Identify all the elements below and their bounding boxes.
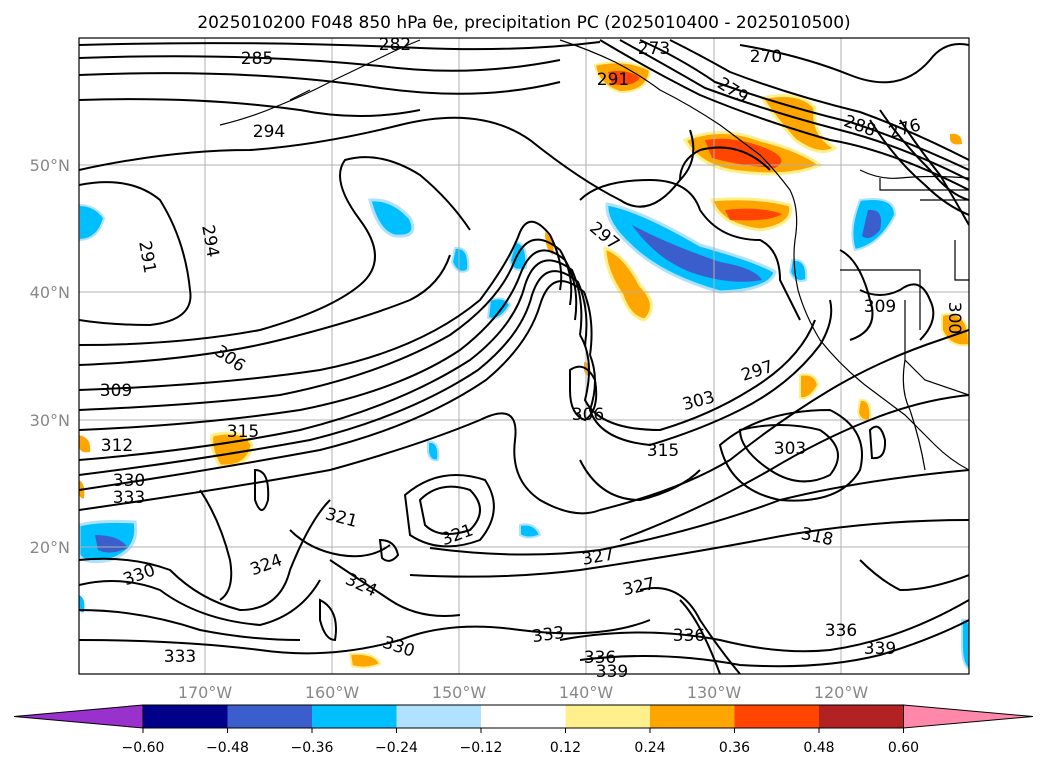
contour-label: 309 xyxy=(100,381,132,401)
colorbar-bin xyxy=(819,705,904,728)
lon-tick-label: 150°W xyxy=(432,683,487,702)
contour-label: 333 xyxy=(164,647,196,667)
colorbar-bin xyxy=(650,705,735,728)
colorbar-tick-label: 0.60 xyxy=(888,740,919,756)
lat-tick-label: 50°N xyxy=(30,156,70,175)
contour-label: 339 xyxy=(596,662,628,682)
lon-tick-label: 140°W xyxy=(559,683,614,702)
latitude-ticks: 50°N 40°N 30°N 20°N xyxy=(30,156,70,557)
contour-label: 315 xyxy=(227,422,259,442)
contour-label: 303 xyxy=(774,439,806,459)
colorbar-bin xyxy=(396,705,481,728)
colorbar-bin xyxy=(481,705,566,728)
contour-label: 339 xyxy=(864,639,896,659)
colorbar-tick-label: −0.60 xyxy=(122,740,165,756)
colorbar-tick-label: 0.12 xyxy=(550,740,581,756)
contour-label: 336 xyxy=(825,621,857,641)
map-frame xyxy=(78,37,970,675)
lon-tick-label: 170°W xyxy=(178,683,233,702)
lat-tick-label: 40°N xyxy=(30,283,70,302)
precipitation-shading xyxy=(79,61,969,670)
colorbar-extend-high xyxy=(903,704,1034,729)
lon-tick-label: 160°W xyxy=(305,683,360,702)
colorbar: −0.60 −0.48 −0.36 −0.24 −0.12 0.12 0.24 0.36 0.4… xyxy=(13,704,1034,756)
colorbar-tick-label: −0.24 xyxy=(375,740,418,756)
colorbar-tick-label: 0.24 xyxy=(634,740,665,756)
map-title: 2025010200 F048 850 hPa θe, precipitatio… xyxy=(197,13,850,33)
lon-tick-label: 120°W xyxy=(814,683,869,702)
contour-label: 333 xyxy=(113,488,145,508)
colorbar-tick-label: −0.12 xyxy=(460,740,503,756)
contour-label: 315 xyxy=(647,441,679,461)
contour-label: 300 xyxy=(944,302,964,334)
contour-label: 312 xyxy=(101,436,133,456)
contour-label: 270 xyxy=(750,47,782,67)
lon-tick-label: 130°W xyxy=(687,683,742,702)
colorbar-bin xyxy=(227,705,312,728)
contour-label: 336 xyxy=(673,626,705,646)
contour-label: 294 xyxy=(253,122,285,142)
colorbar-tick-label: −0.48 xyxy=(206,740,249,756)
contour-label: 285 xyxy=(241,49,273,69)
contour-label: 336 xyxy=(584,648,616,668)
longitude-ticks: 170°W 160°W 150°W 140°W 130°W 120°W xyxy=(178,683,869,702)
colorbar-extend-low xyxy=(13,704,144,729)
contour-label: 273 xyxy=(638,39,670,59)
lat-tick-label: 30°N xyxy=(30,411,70,430)
colorbar-bin xyxy=(143,705,228,728)
contour-label: 309 xyxy=(864,297,896,317)
contour-label: 291 xyxy=(597,70,629,90)
coastlines xyxy=(219,39,969,471)
contour-label: 333 xyxy=(531,623,566,647)
colorbar-tick-label: 0.36 xyxy=(719,740,750,756)
contour-label: 282 xyxy=(379,35,411,55)
contour-label: 306 xyxy=(572,405,604,425)
colorbar-bin xyxy=(312,705,397,728)
lat-tick-label: 20°N xyxy=(30,538,70,557)
colorbar-bin xyxy=(565,705,650,728)
colorbar-outline xyxy=(142,704,904,729)
colorbar-tick-label: −0.36 xyxy=(291,740,334,756)
colorbar-bin xyxy=(734,705,819,728)
theta-e-contours xyxy=(79,39,969,674)
colorbar-tick-label: 0.48 xyxy=(803,740,834,756)
contour-label: 330 xyxy=(113,471,145,491)
